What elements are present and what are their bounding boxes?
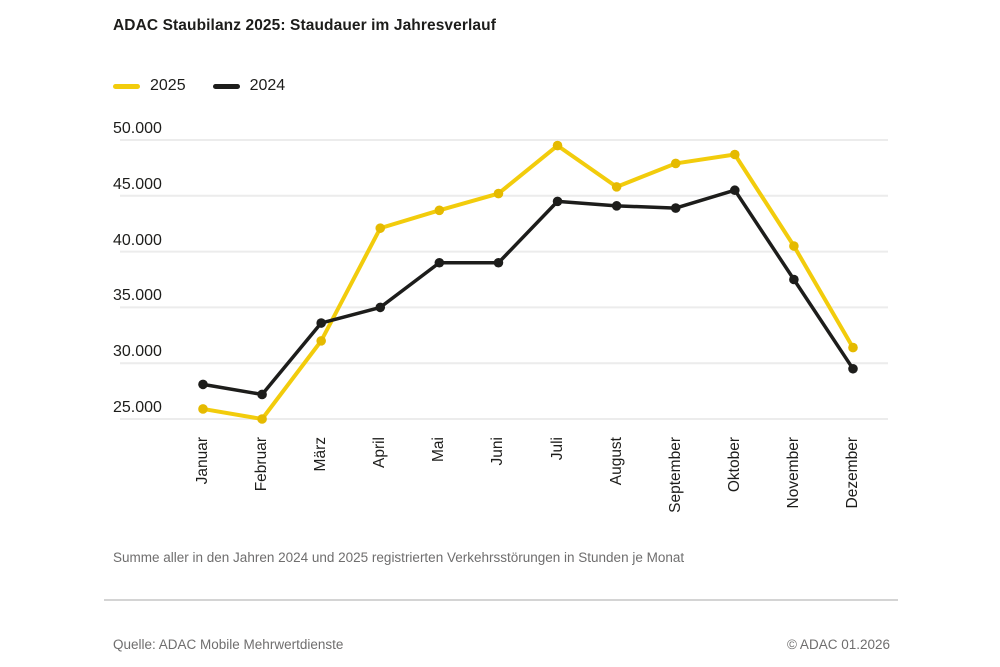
data-point-2024	[493, 257, 504, 268]
data-point-2025	[316, 336, 326, 346]
data-point-2024	[198, 379, 208, 390]
chart-note: Summe aller in den Jahren 2024 und 2025 …	[113, 550, 685, 565]
data-point-2025	[552, 140, 563, 151]
x-tick-label: Oktober	[725, 437, 743, 493]
data-point-2024	[316, 318, 326, 328]
y-tick-label: 35.000	[113, 287, 162, 305]
x-tick-label: Januar	[194, 437, 211, 485]
legend-swatch-2024-icon	[212, 83, 240, 89]
data-point-2024	[848, 363, 858, 374]
legend-label-2025: 2025	[150, 77, 186, 94]
data-point-2025	[789, 241, 799, 251]
series-line-2025	[201, 143, 855, 421]
y-tick-label: 50.000	[113, 120, 162, 137]
data-point-2024	[434, 257, 445, 268]
x-tick-label: März	[312, 437, 330, 472]
data-point-2024	[257, 389, 267, 400]
x-tick-label: August	[607, 437, 625, 486]
data-point-2025	[257, 414, 267, 424]
chart-title: ADAC Staubilanz 2025: Staudauer im Jahre…	[113, 17, 496, 34]
x-tick-label: Juni	[489, 437, 507, 466]
data-point-2024	[670, 203, 681, 213]
data-point-2025	[730, 149, 740, 160]
x-tick-label: Dezember	[843, 437, 861, 509]
y-tick-label: 30.000	[113, 343, 162, 361]
legend-item-2025: 2025	[113, 77, 186, 95]
x-tick-label: Mai	[430, 437, 448, 462]
x-tick-label: April	[371, 437, 389, 469]
legend-label-2024: 2024	[249, 77, 286, 94]
y-tick-label: 40.000	[113, 231, 162, 249]
data-point-2024	[552, 196, 563, 207]
series-line-2024	[201, 188, 855, 397]
y-tick-label: 25.000	[113, 399, 162, 416]
x-tick-label: Juli	[548, 437, 566, 461]
data-point-2024	[611, 201, 622, 211]
y-tick-label: 45.000	[113, 175, 162, 193]
data-point-2025	[198, 404, 208, 414]
chart-legend: 2025 2024	[113, 77, 285, 95]
data-point-2025	[493, 188, 504, 199]
x-tick-label: September	[666, 437, 684, 513]
data-point-2025	[848, 342, 858, 353]
legend-swatch-2025-icon	[113, 83, 140, 89]
data-point-2025	[670, 158, 681, 169]
x-tick-label: November	[784, 437, 802, 509]
data-point-2025	[611, 182, 622, 192]
data-point-2024	[789, 274, 799, 285]
copyright-text: © ADAC 01.2026	[786, 637, 890, 652]
x-tick-label: Februar	[253, 437, 271, 492]
data-point-2025	[434, 205, 445, 216]
data-point-2024	[730, 185, 740, 196]
footer-divider	[104, 599, 898, 601]
data-point-2024	[375, 302, 386, 313]
legend-item-2024: 2024	[212, 77, 286, 95]
data-point-2025	[375, 223, 386, 233]
source-text: Quelle: ADAC Mobile Mehrwertdienste	[113, 637, 344, 652]
